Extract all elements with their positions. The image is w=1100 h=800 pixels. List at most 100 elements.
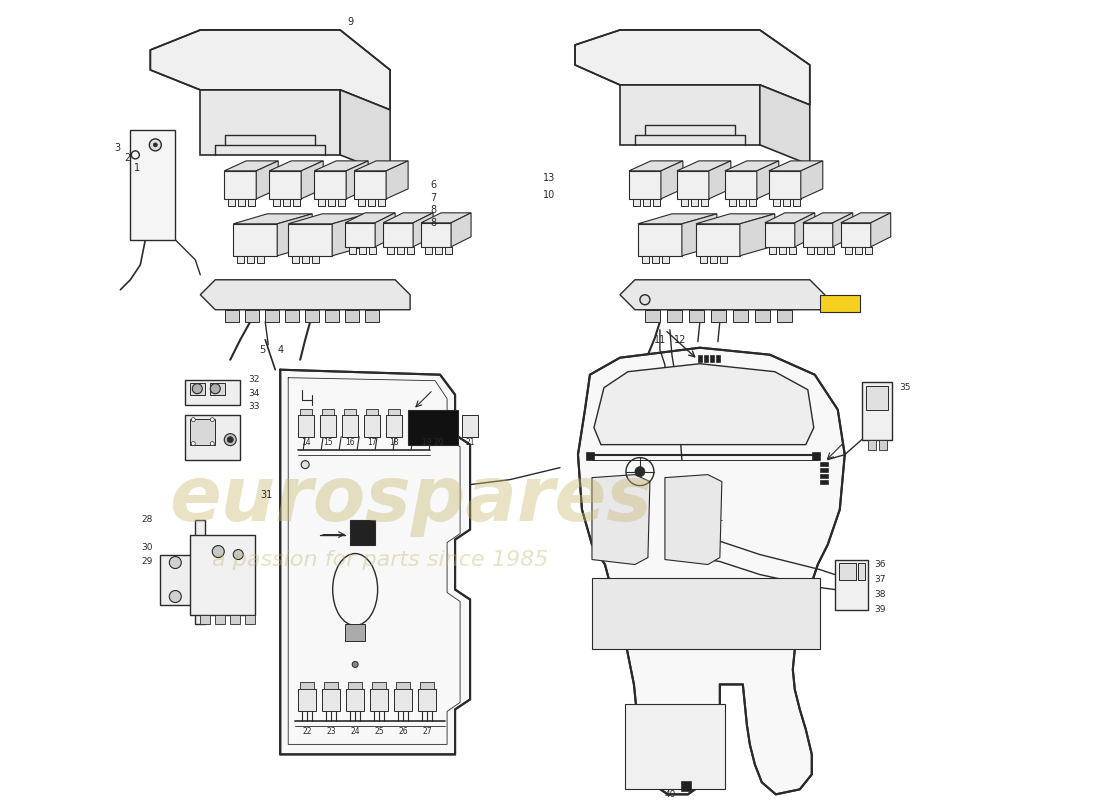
Polygon shape <box>230 614 240 625</box>
Polygon shape <box>795 213 815 246</box>
Text: 35: 35 <box>900 383 911 392</box>
Polygon shape <box>346 161 368 199</box>
Polygon shape <box>350 519 375 545</box>
Polygon shape <box>375 213 395 246</box>
Polygon shape <box>817 246 824 254</box>
Text: 21: 21 <box>465 438 475 447</box>
Polygon shape <box>190 418 216 445</box>
Polygon shape <box>245 614 255 625</box>
Polygon shape <box>803 213 852 223</box>
Polygon shape <box>294 199 300 206</box>
Polygon shape <box>575 30 810 105</box>
Polygon shape <box>865 246 871 254</box>
Polygon shape <box>676 171 708 199</box>
Polygon shape <box>664 474 722 565</box>
Polygon shape <box>342 414 359 437</box>
Polygon shape <box>345 310 360 322</box>
Circle shape <box>228 437 233 442</box>
Polygon shape <box>346 690 364 711</box>
Polygon shape <box>764 213 815 223</box>
Polygon shape <box>760 85 810 165</box>
Polygon shape <box>301 161 323 199</box>
Polygon shape <box>676 161 730 171</box>
Polygon shape <box>755 310 770 322</box>
Polygon shape <box>701 199 708 206</box>
Polygon shape <box>740 214 774 256</box>
Polygon shape <box>312 256 319 262</box>
Polygon shape <box>366 409 378 414</box>
Polygon shape <box>318 199 326 206</box>
Text: 11: 11 <box>653 334 666 345</box>
Polygon shape <box>586 452 594 460</box>
Polygon shape <box>354 161 408 171</box>
Polygon shape <box>364 414 381 437</box>
Polygon shape <box>871 213 891 246</box>
Polygon shape <box>820 462 828 466</box>
Polygon shape <box>716 354 719 362</box>
Polygon shape <box>820 468 828 472</box>
Text: 15: 15 <box>323 438 333 447</box>
Polygon shape <box>340 90 390 175</box>
Polygon shape <box>277 214 312 256</box>
Text: 7: 7 <box>430 193 437 203</box>
Polygon shape <box>861 382 892 440</box>
Polygon shape <box>719 256 727 262</box>
Text: 40: 40 <box>664 790 675 799</box>
Polygon shape <box>451 213 471 246</box>
Polygon shape <box>273 199 280 206</box>
Circle shape <box>635 466 645 477</box>
Polygon shape <box>833 213 853 246</box>
Text: 25: 25 <box>374 727 384 736</box>
Polygon shape <box>359 199 365 206</box>
Text: 29: 29 <box>141 557 152 566</box>
Polygon shape <box>421 223 451 246</box>
Text: 39: 39 <box>874 605 887 614</box>
Polygon shape <box>691 199 697 206</box>
Polygon shape <box>320 414 337 437</box>
Text: 38: 38 <box>874 590 887 599</box>
Polygon shape <box>436 246 442 254</box>
Polygon shape <box>806 246 814 254</box>
Polygon shape <box>238 256 244 262</box>
Polygon shape <box>386 161 408 199</box>
Polygon shape <box>270 161 323 171</box>
Polygon shape <box>283 199 290 206</box>
Polygon shape <box>868 440 876 450</box>
Polygon shape <box>298 690 316 711</box>
Polygon shape <box>739 199 746 206</box>
Polygon shape <box>229 199 235 206</box>
Polygon shape <box>293 256 299 262</box>
Polygon shape <box>354 171 386 199</box>
Polygon shape <box>151 30 390 110</box>
Polygon shape <box>812 452 820 460</box>
Polygon shape <box>360 246 366 254</box>
Circle shape <box>169 557 182 569</box>
Polygon shape <box>827 246 834 254</box>
Polygon shape <box>344 409 356 414</box>
Polygon shape <box>820 294 860 312</box>
Text: 1: 1 <box>134 163 141 173</box>
Text: 30: 30 <box>141 543 152 552</box>
Polygon shape <box>696 214 774 224</box>
Text: 22: 22 <box>302 727 312 736</box>
Polygon shape <box>324 682 338 690</box>
Circle shape <box>191 418 196 422</box>
Polygon shape <box>638 214 717 224</box>
Circle shape <box>192 384 202 394</box>
Polygon shape <box>879 440 887 450</box>
Polygon shape <box>387 246 394 254</box>
Polygon shape <box>840 213 891 223</box>
Polygon shape <box>332 214 367 256</box>
Polygon shape <box>652 256 659 262</box>
Polygon shape <box>421 213 471 223</box>
Polygon shape <box>773 199 780 206</box>
Polygon shape <box>185 414 240 460</box>
Polygon shape <box>200 280 410 310</box>
Circle shape <box>301 461 309 469</box>
Polygon shape <box>315 161 368 171</box>
Polygon shape <box>578 348 845 794</box>
Circle shape <box>210 442 214 446</box>
Circle shape <box>191 442 196 446</box>
Polygon shape <box>233 224 277 256</box>
Polygon shape <box>661 161 683 199</box>
